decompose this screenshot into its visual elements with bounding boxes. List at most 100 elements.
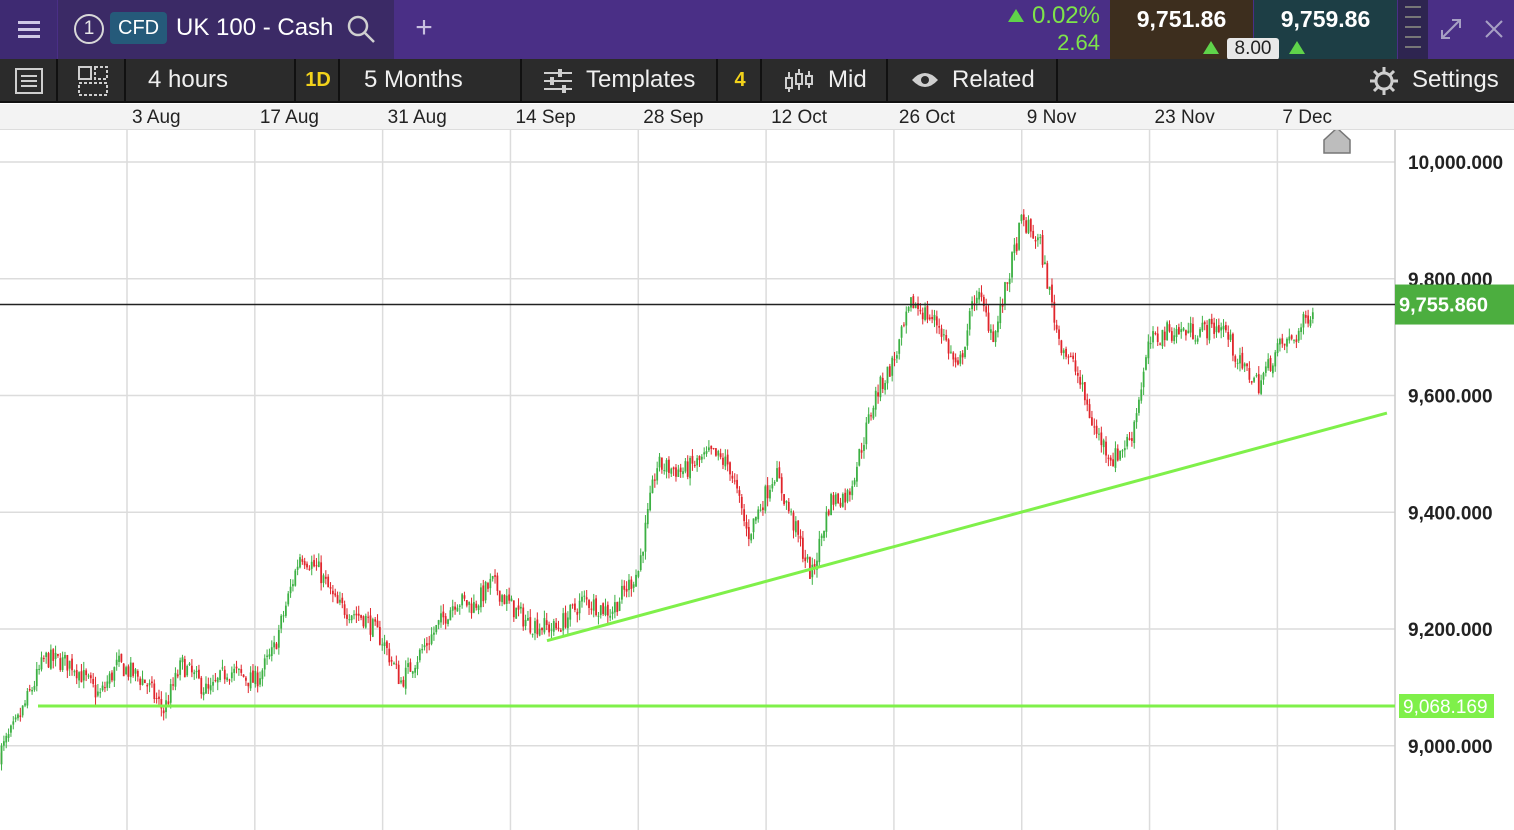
related-button[interactable]: Related (890, 59, 1058, 101)
candle-body (1177, 327, 1180, 335)
candle-body (928, 317, 931, 320)
candle-body (877, 392, 879, 397)
candle-body (7, 734, 10, 738)
candle-body (562, 613, 565, 631)
candle-body (343, 604, 346, 615)
candle-body (1293, 339, 1295, 341)
range-select[interactable]: 5 Months (342, 59, 522, 101)
candle-body (430, 634, 433, 644)
change-up-icon (1008, 9, 1024, 22)
candle-body (738, 490, 741, 496)
candle-body (804, 557, 807, 562)
candle-body (216, 677, 219, 683)
candle-body (1175, 328, 1178, 338)
instrument-tab[interactable]: 1 CFD UK 100 - Cash (58, 0, 394, 59)
y-tick-label: 9,400.000 (1408, 503, 1493, 524)
list-view-button[interactable] (0, 59, 58, 101)
price-chart[interactable]: 10,000.0009,800.0009,600.0009,400.0009,2… (0, 130, 1514, 830)
candle-body (400, 680, 402, 683)
candle-body (588, 600, 590, 609)
candle-body (404, 667, 407, 689)
candle-body (745, 522, 748, 529)
candle-body (606, 604, 609, 616)
candle-body (484, 582, 487, 601)
candle-body (898, 339, 901, 354)
candle-body (1081, 382, 1084, 385)
candle-body (900, 326, 903, 338)
candle-body (698, 455, 701, 461)
candle-body (132, 662, 135, 676)
candle-body (226, 677, 229, 681)
price-type-select[interactable]: Mid (764, 59, 888, 101)
candle-body (895, 355, 898, 359)
candle-body (975, 297, 978, 304)
templates-button[interactable]: Templates (524, 59, 718, 101)
spread-badge: 8.00 (1227, 38, 1279, 60)
buy-price: 9,759.86 (1280, 6, 1371, 32)
candle-body (552, 621, 555, 632)
candle-body (348, 619, 351, 621)
candle-body (919, 309, 922, 312)
expand-icon[interactable] (1438, 16, 1464, 42)
candle-body (190, 665, 193, 673)
candle-body (860, 450, 863, 453)
candle-body (306, 563, 308, 568)
candle-body (1173, 335, 1176, 342)
candle-body (1201, 322, 1204, 331)
close-icon[interactable] (1482, 17, 1506, 41)
candle-body (113, 667, 116, 681)
candle-body (247, 682, 250, 687)
candle-body (1152, 331, 1154, 343)
candle-body (651, 479, 654, 494)
drag-handle[interactable] (1398, 0, 1428, 59)
candle-body (856, 466, 858, 482)
eye-icon (912, 73, 938, 87)
candle-body (47, 653, 50, 668)
candle-body (813, 564, 816, 568)
settings-button[interactable]: Settings (1364, 59, 1514, 101)
candle-body (1140, 389, 1143, 401)
candle-body (853, 480, 856, 485)
candle-body (555, 622, 558, 629)
x-tick-label: 17 Aug (259, 107, 319, 128)
candle-body (61, 657, 64, 670)
candle-body (416, 661, 419, 670)
candle-body (1095, 425, 1098, 434)
candle-body (317, 561, 320, 567)
candle-body (360, 615, 362, 618)
add-tab-button[interactable]: + (415, 11, 433, 44)
candle-body (122, 663, 125, 677)
candle-body (1032, 230, 1035, 239)
candle-body (1307, 315, 1310, 324)
candle-body (411, 671, 414, 674)
search-icon[interactable] (346, 14, 376, 44)
candle-body (461, 594, 464, 606)
candle-body (336, 595, 339, 604)
candle-body (1018, 222, 1020, 250)
candle-body (444, 616, 447, 624)
candle-body (1243, 363, 1246, 367)
candle-body (733, 480, 736, 482)
candle-body (658, 456, 661, 468)
candle-body (49, 649, 52, 669)
candle-body (111, 672, 113, 681)
candle-body (1102, 440, 1105, 448)
interval-select[interactable]: 4 hours (128, 59, 296, 101)
candle-body (80, 671, 83, 683)
candle-body (101, 685, 104, 691)
candle-body (268, 654, 271, 657)
candle-body (1227, 332, 1230, 340)
candle-body (1138, 399, 1140, 413)
candle-body (2, 741, 5, 746)
candle-body (740, 496, 743, 509)
x-tick-label: 28 Sep (643, 107, 704, 128)
layout-button[interactable] (60, 59, 126, 101)
main-menu-button[interactable] (0, 0, 57, 59)
candle-body (783, 494, 785, 505)
candle-body (94, 684, 97, 698)
candle-body (1260, 380, 1263, 394)
sell-price-button[interactable]: 9,751.86 (1110, 0, 1253, 59)
candle-body (632, 584, 635, 588)
candle-body (106, 681, 109, 688)
period-badge[interactable]: 1D (298, 59, 340, 101)
